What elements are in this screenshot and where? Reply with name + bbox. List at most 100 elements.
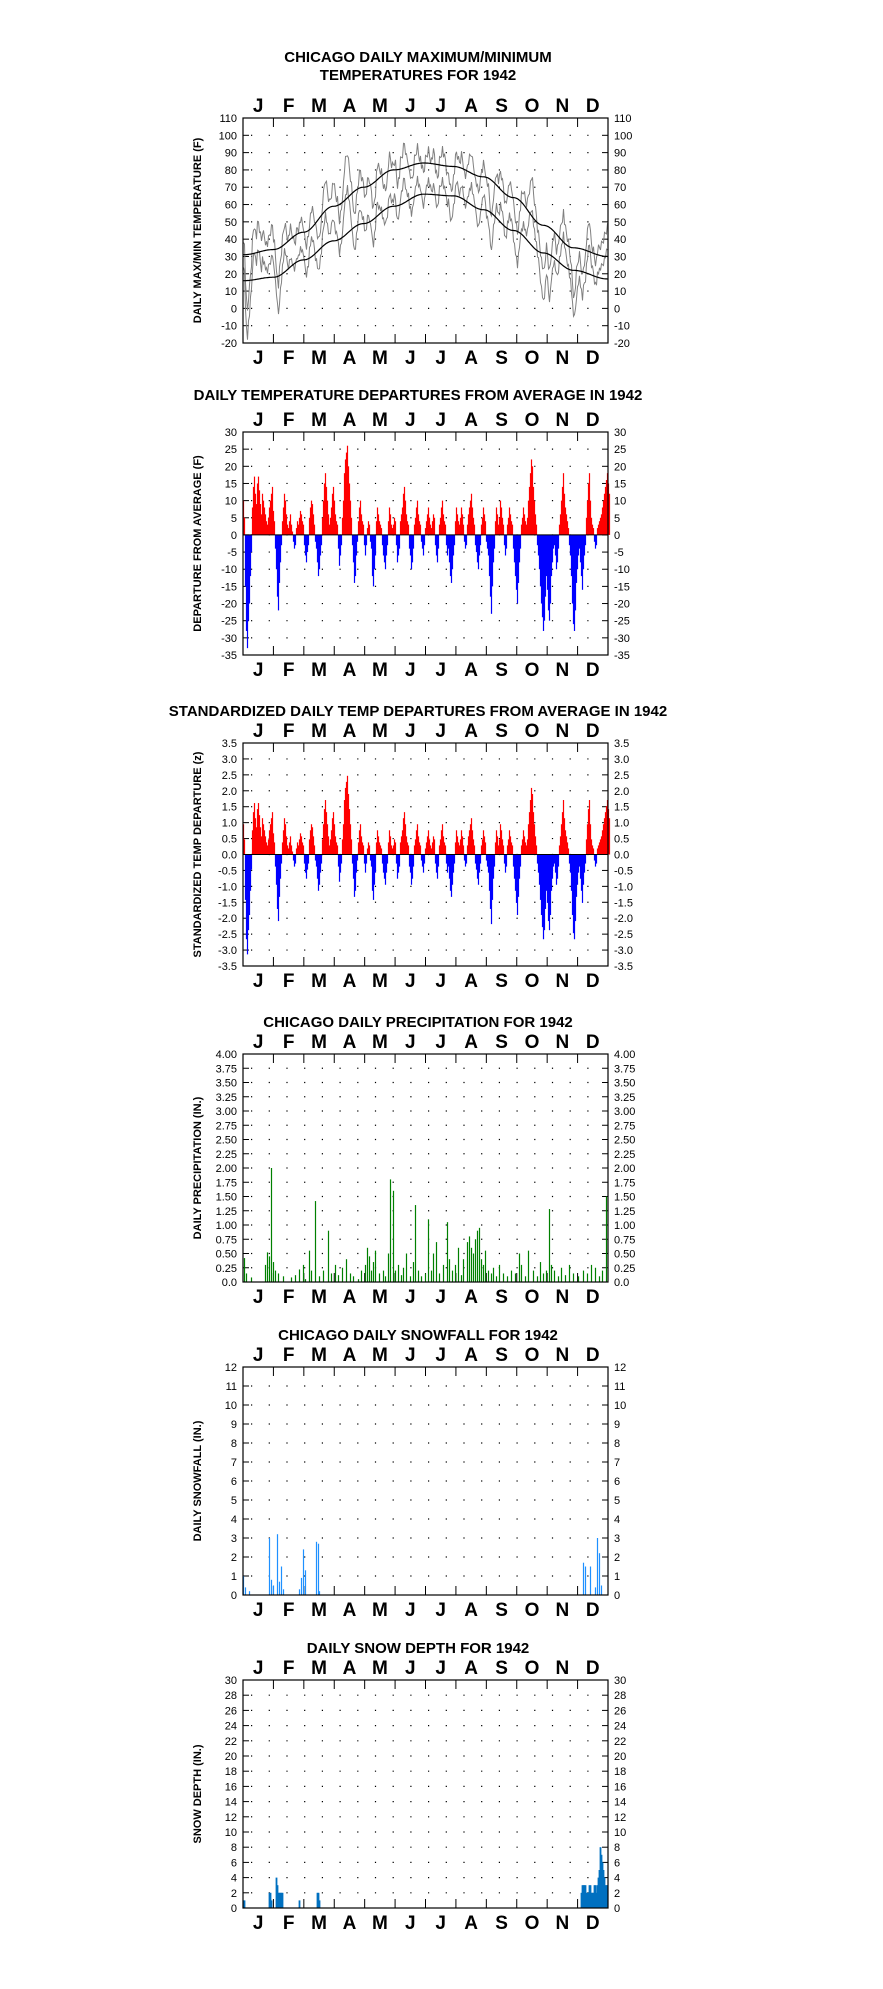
y-tick-label-right: 2.00 [614,1163,635,1175]
y-tick-label-right: 0.75 [614,1234,635,1246]
month-label-bottom: M [372,1287,388,1308]
y-tick-label-left: 16 [225,1781,237,1793]
month-label-top: F [283,410,295,431]
month-label-bottom: J [253,971,264,992]
y-tick-label-left: 0.75 [216,1234,237,1246]
y-tick-label-left: -3.5 [218,961,237,973]
month-label-top: S [495,1032,508,1053]
y-tick-label-left: 2.75 [216,1120,237,1132]
month-label-top: F [283,96,295,117]
y-tick-label-right: 3.5 [614,738,629,750]
y-tick-label-right: 30 [614,1675,626,1687]
month-label-bottom: J [253,1600,264,1621]
month-label-top: M [372,410,388,431]
month-label-bottom: O [525,348,540,369]
month-label-bottom: S [495,348,508,369]
y-tick-label-right: 4 [614,1873,620,1885]
y-tick-label-right: -0.5 [614,865,633,877]
y-tick-label-left: 110 [219,113,237,125]
y-tick-label-left: 3 [231,1533,237,1545]
y-tick-label-right: 40 [614,234,626,246]
y-tick-label-left: 5 [231,1495,237,1507]
y-tick-label-right: 2 [614,1552,620,1564]
y-tick-label-right: 0 [614,530,620,542]
month-label-bottom: J [405,1287,416,1308]
y-tick-label-left: -25 [221,616,237,628]
month-label-top: M [372,1032,388,1053]
y-tick-label-right: -1.0 [614,881,633,893]
y-tick-label-right: -2.5 [614,929,633,941]
y-tick-label-left: 1.75 [216,1177,237,1189]
plot-frame [242,117,609,344]
y-tick-label-right: 80 [614,165,626,177]
month-label-bottom: M [311,1600,327,1621]
y-tick-label-right: 90 [614,148,626,160]
month-label-top: M [372,721,388,742]
month-label-bottom: S [495,660,508,681]
y-tick-label-left: -30 [221,633,237,645]
y-tick-label-left: 8 [231,1842,237,1854]
y-axis-label: DAILY PRECIPITATION (IN.) [192,1096,204,1239]
month-label-bottom: F [283,1287,295,1308]
month-label-top: S [495,96,508,117]
y-tick-label-right: 1.5 [614,802,629,814]
y-tick-label-right: 28 [614,1690,626,1702]
month-label-top: J [253,96,264,117]
y-tick-label-left: 3.5 [222,738,237,750]
month-label-bottom: D [586,1913,600,1934]
y-tick-label-left: 0 [231,1590,237,1602]
y-tick-label-left: 50 [225,217,237,229]
month-label-bottom: J [435,1600,446,1621]
normal-low-line [243,193,608,282]
y-tick-label-right: -10 [614,564,630,576]
y-tick-label-right: 10 [614,286,626,298]
y-tick-label-right: 2.0 [614,786,629,798]
month-label-bottom: A [343,1287,357,1308]
y-tick-label-left: 6 [231,1857,237,1869]
y-tick-label-left: -5 [227,547,237,559]
plot-frame [242,1053,609,1283]
y-tick-label-right: 10 [614,496,626,508]
month-label-top: A [464,410,478,431]
month-label-bottom: J [435,971,446,992]
month-label-top: A [464,96,478,117]
y-tick-label-right: 12 [614,1362,626,1374]
month-label-bottom: A [464,348,478,369]
plot-frame [242,742,609,967]
month-label-top: S [495,1658,508,1679]
y-tick-label-right: 30 [614,427,626,439]
month-label-top: J [435,1032,446,1053]
y-tick-label-right: 3.0 [614,754,629,766]
month-label-bottom: J [253,348,264,369]
month-label-bottom: A [343,1600,357,1621]
y-tick-label-right: 100 [614,130,632,142]
y-tick-label-left: 4 [231,1514,237,1526]
month-label-top: N [556,1658,570,1679]
month-label-top: S [495,721,508,742]
y-tick-label-left: 0.0 [222,850,237,862]
y-tick-label-left: 20 [225,461,237,473]
y-tick-label-right: 110 [614,113,632,125]
month-label-bottom: M [372,971,388,992]
normal-high-line [243,162,608,258]
y-tick-label-right: 15 [614,478,626,490]
y-tick-label-left: 1 [231,1571,237,1583]
month-label-top: A [343,1658,357,1679]
month-label-bottom: J [405,1913,416,1934]
month-label-top: J [435,1658,446,1679]
y-tick-label-left: -1.5 [218,897,237,909]
month-label-top: D [586,1658,600,1679]
y-tick-label-right: 5 [614,1495,620,1507]
month-label-top: S [495,1345,508,1366]
month-label-top: J [253,410,264,431]
month-label-bottom: N [556,1913,570,1934]
y-tick-label-left: 5 [231,513,237,525]
month-label-bottom: M [372,1600,388,1621]
month-label-bottom: N [556,1600,570,1621]
month-label-bottom: A [343,1913,357,1934]
y-tick-label-left: 3.0 [222,754,237,766]
y-tick-label-left: -0.5 [218,865,237,877]
y-tick-label-right: 1.25 [614,1206,635,1218]
y-tick-label-left: 4 [231,1873,237,1885]
month-label-top: N [556,410,570,431]
